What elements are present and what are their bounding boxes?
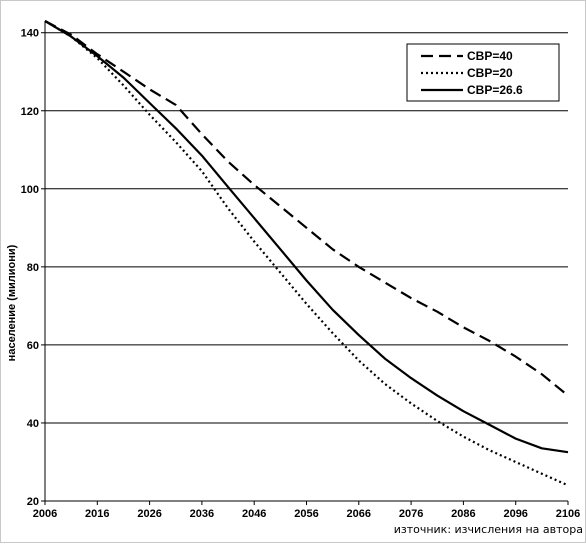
x-tick-label: 2096 xyxy=(503,508,527,520)
y-tick-label: 80 xyxy=(27,262,39,274)
x-tick-label: 2026 xyxy=(137,508,161,520)
y-tick-label: 120 xyxy=(21,106,39,118)
y-tick-label: 100 xyxy=(21,184,39,196)
legend-layer: СВР=40 СВР=20 СВР=26.6 xyxy=(406,43,560,102)
source-note: източник: изчисления на автора xyxy=(394,523,583,536)
series-layer xyxy=(44,20,569,487)
series-line-dotted xyxy=(44,20,569,487)
x-tick-label: 2016 xyxy=(85,508,109,520)
x-tick-label: 2106 xyxy=(556,508,580,520)
legend-label: СВР=40 xyxy=(467,49,513,63)
grid-layer xyxy=(45,32,568,424)
y-tick-label: 140 xyxy=(21,28,39,40)
axis-layer: 20 40 60 80 100 120 140 2006 2016 2026 2036 2046 205… xyxy=(21,21,580,520)
y-tick-label: 20 xyxy=(27,496,39,508)
y-tick-label: 60 xyxy=(27,340,39,352)
x-tick-label: 2046 xyxy=(242,508,266,520)
x-tick-label: 2006 xyxy=(33,508,57,520)
x-tick-label: 2076 xyxy=(399,508,423,520)
legend-label: СВР=26.6 xyxy=(467,83,523,97)
y-tick-label: 40 xyxy=(27,418,39,430)
series-line-dashed xyxy=(44,20,569,397)
x-tick-label: 2086 xyxy=(451,508,475,520)
series-line-solid xyxy=(44,20,569,454)
x-tick-label: 2056 xyxy=(294,508,318,520)
x-tick-label: 2036 xyxy=(190,508,214,520)
x-tick-label: 2066 xyxy=(347,508,371,520)
y-axis-label: население (милиони) xyxy=(6,244,18,361)
legend-label: СВР=20 xyxy=(467,66,513,80)
